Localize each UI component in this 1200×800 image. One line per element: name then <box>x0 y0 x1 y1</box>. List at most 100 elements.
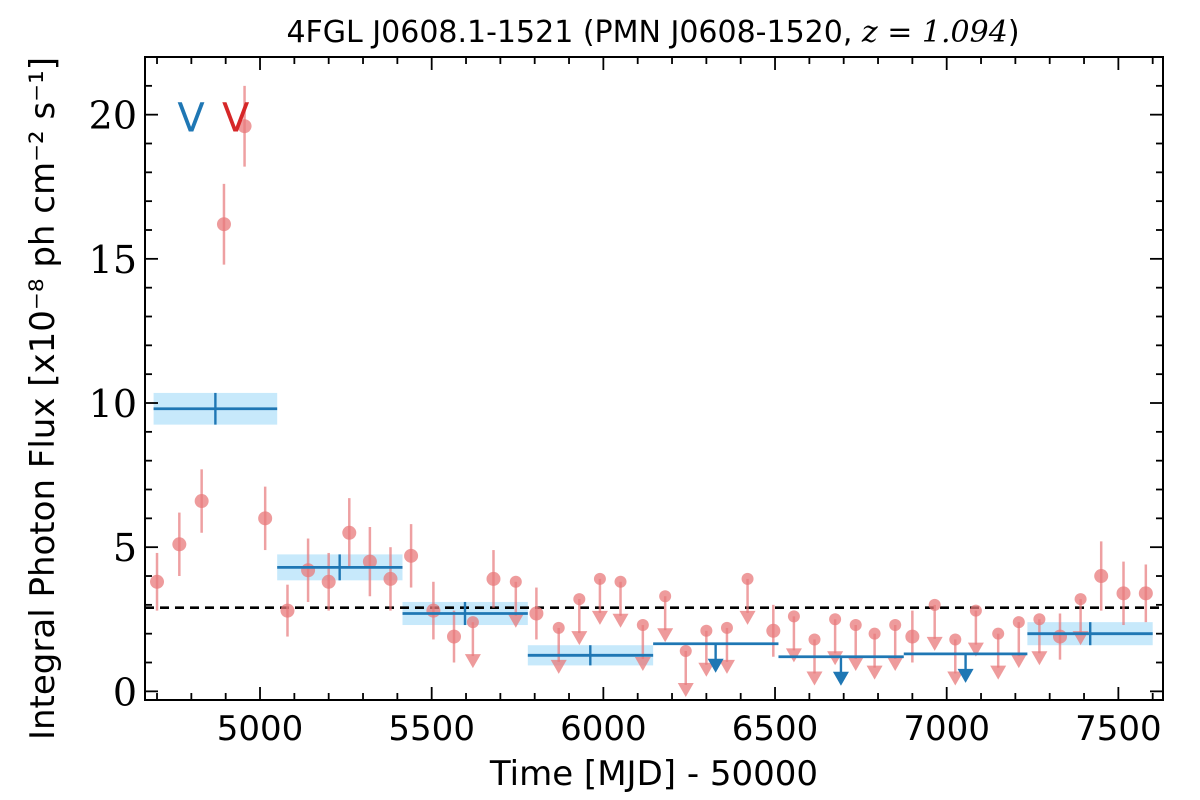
fine-upper-limit-cap <box>720 621 733 634</box>
fine-upper-limit-arrow <box>612 613 629 628</box>
y-tick-label: 10 <box>89 382 137 426</box>
fine-upper-limit-cap <box>808 633 821 646</box>
y-tick-label: 0 <box>113 670 137 714</box>
x-tick-label: 7000 <box>903 709 990 749</box>
fine-data-point <box>216 217 231 232</box>
fine-upper-limit-cap <box>741 572 754 585</box>
fine-upper-limit-arrow <box>634 657 651 672</box>
fine-upper-limit-arrow <box>571 631 588 646</box>
x-tick-label: 6000 <box>560 709 647 749</box>
fine-upper-limit-cap <box>969 604 982 617</box>
fine-upper-limit-arrow <box>806 671 823 686</box>
fine-data-point <box>258 511 273 526</box>
fine-upper-limit-arrow <box>926 636 943 651</box>
fine-upper-limit-cap <box>679 644 692 657</box>
title-main: 4FGL J0608.1-1521 (PMN J0608-1520, <box>286 15 861 50</box>
chart-title: 4FGL J0608.1-1521 (PMN J0608-1520, z = 1… <box>286 15 1019 50</box>
fine-upper-limit-arrow <box>990 665 1007 680</box>
fine-data-point <box>301 563 316 578</box>
fine-upper-limit-cap <box>868 627 881 640</box>
fine-upper-limit-arrow <box>718 659 735 674</box>
fine-upper-limit-cap <box>466 616 479 629</box>
fine-upper-limit-arrow <box>947 671 964 686</box>
fine-upper-limit-cap <box>509 575 522 588</box>
fine-upper-limit-cap <box>573 593 586 606</box>
y-axis-label: Integral Photon Flux [x10⁻⁸ ph cm⁻² s⁻¹] <box>23 57 63 740</box>
fine-upper-limit-cap <box>659 590 672 603</box>
fine-upper-limit-arrow <box>1031 651 1048 666</box>
fine-data-point <box>1052 629 1067 644</box>
coarse-upper-limit-arrow <box>707 658 724 673</box>
fine-upper-limit-arrow <box>698 662 715 677</box>
y-tick-label: 20 <box>89 94 137 138</box>
x-tick-label: 5000 <box>217 709 304 749</box>
y-tick-label: 5 <box>113 526 137 570</box>
fine-upper-limit-arrow <box>550 659 567 674</box>
fine-bin-points <box>150 85 1153 697</box>
fine-data-point <box>362 554 377 569</box>
fine-data-point <box>426 603 441 618</box>
fine-upper-limit-cap <box>889 619 902 632</box>
v-marker: V <box>177 96 205 142</box>
plot-frame <box>144 56 1164 701</box>
fine-upper-limit-cap <box>700 624 713 637</box>
fine-upper-limit-arrow <box>1010 654 1027 669</box>
fine-data-point <box>172 537 187 552</box>
x-tick-label: 7500 <box>1075 709 1162 749</box>
fine-upper-limit-arrow <box>657 628 674 643</box>
fine-upper-limit-cap <box>849 619 862 632</box>
fine-upper-limit-cap <box>593 572 606 585</box>
fine-upper-limit-cap <box>992 627 1005 640</box>
fine-data-point <box>447 629 462 644</box>
fine-data-point <box>766 623 781 638</box>
fine-upper-limit-cap <box>1033 613 1046 626</box>
fine-data-point <box>194 494 209 509</box>
fine-upper-limit-arrow <box>507 613 524 628</box>
y-tick-label: 15 <box>89 238 137 282</box>
fine-upper-limit-cap <box>928 598 941 611</box>
fine-data-point <box>321 574 336 589</box>
fine-data-point <box>383 571 398 586</box>
fine-data-point <box>342 525 357 540</box>
coarse-bin-points <box>153 392 1153 686</box>
coarse-upper-limit-arrow <box>957 668 974 683</box>
fine-data-point <box>1138 586 1153 601</box>
fine-data-point <box>150 574 165 589</box>
coarse-upper-limit-arrow <box>832 671 849 686</box>
fine-upper-limit-arrow <box>847 657 864 672</box>
fine-upper-limit-arrow <box>967 642 984 657</box>
title-close: ) <box>1008 15 1020 50</box>
fine-upper-limit-cap <box>787 610 800 623</box>
axes <box>144 56 1164 701</box>
fine-upper-limit-arrow <box>827 651 844 666</box>
fine-upper-limit-cap <box>552 621 565 634</box>
x-tick-label: 5500 <box>388 709 475 749</box>
fine-upper-limit-cap <box>829 613 842 626</box>
fine-upper-limit-cap <box>1012 616 1025 629</box>
fine-upper-limit-cap <box>1074 593 1087 606</box>
fine-upper-limit-cap <box>636 619 649 632</box>
fine-upper-limit-cap <box>614 575 627 588</box>
fine-upper-limit-arrow <box>464 654 481 669</box>
fine-data-point <box>905 629 920 644</box>
tick-labels: 5000 5500 6000 6500 7000 7500 0 5 10 15 20 <box>89 94 1162 749</box>
fine-upper-limit-arrow <box>866 665 883 680</box>
x-tick-label: 6500 <box>732 709 819 749</box>
v-marker: V <box>222 96 250 142</box>
fine-data-point <box>529 606 544 621</box>
fine-data-point <box>1094 569 1109 584</box>
x-axis-label: Time [MJD] - 50000 <box>489 754 818 794</box>
fine-upper-limit-cap <box>949 633 962 646</box>
fine-data-point <box>404 548 419 563</box>
fine-data-point <box>1116 586 1131 601</box>
fine-upper-limit-arrow <box>887 657 904 672</box>
fine-data-point <box>280 603 295 618</box>
fine-data-point <box>486 571 501 586</box>
fine-upper-limit-arrow <box>591 610 608 625</box>
fine-upper-limit-arrow <box>677 682 694 697</box>
coarse-bin-bands <box>153 392 1153 666</box>
fine-upper-limit-arrow <box>739 610 756 625</box>
title-redshift: z = 1.094 <box>861 15 1008 50</box>
